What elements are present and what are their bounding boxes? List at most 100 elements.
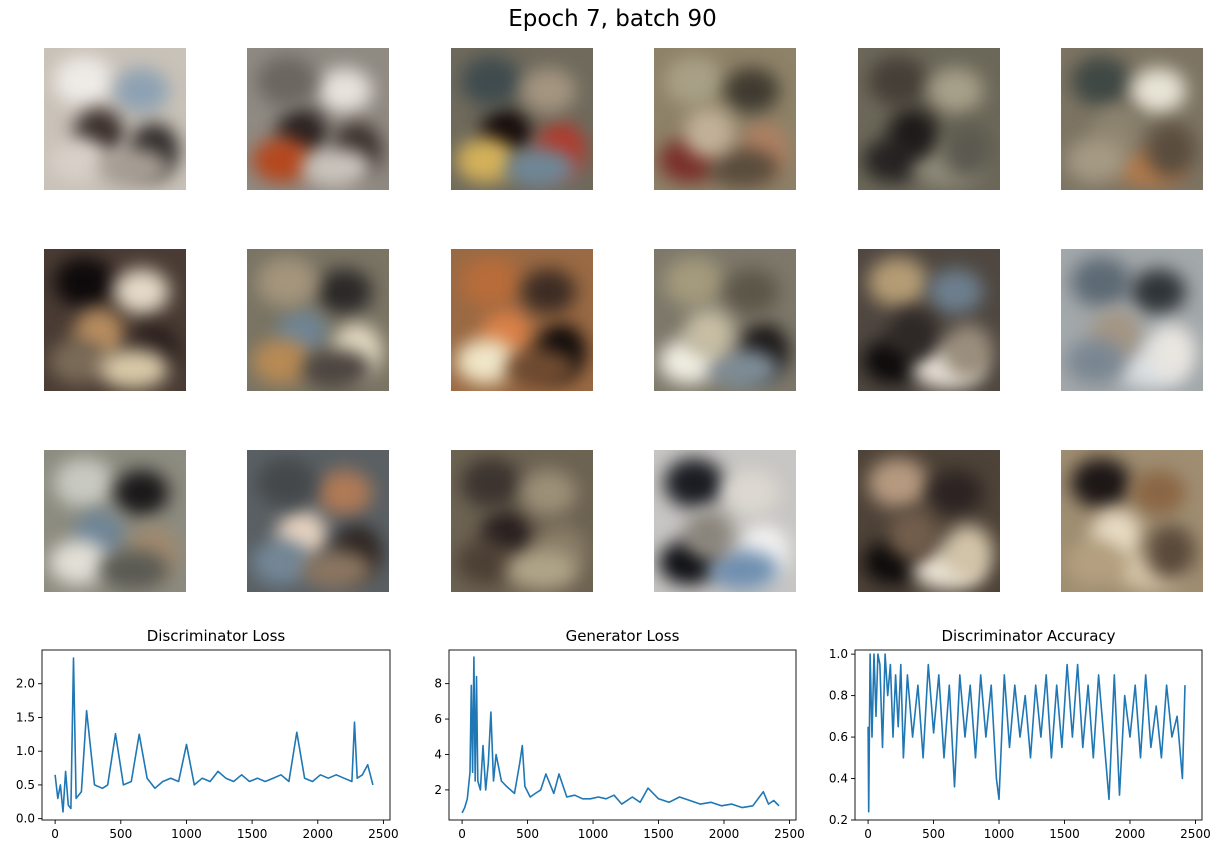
chart-title: Discriminator Loss	[147, 627, 286, 645]
sample-texture-blob	[49, 540, 109, 585]
sample-texture-blob	[943, 123, 993, 178]
series-line	[867, 653, 1186, 813]
sample-texture-blob	[1066, 339, 1126, 384]
sample-texture-blob	[1071, 458, 1131, 508]
sample-texture-blob	[724, 68, 779, 113]
sample-texture-blob	[506, 349, 576, 389]
sample-texture-blob	[868, 257, 928, 307]
generated-sample-image	[451, 249, 593, 391]
sample-texture-blob	[252, 540, 312, 585]
y-tick-label: 0.8	[829, 689, 848, 703]
chart-panel: Generator Loss 0 500 1000 1500 2000 2500 2 4 6 8	[434, 627, 804, 841]
y-tick-label: 0.4	[829, 772, 848, 786]
sample-texture-blob	[302, 148, 372, 188]
x-tick-label: 0	[864, 827, 872, 841]
x-tick-label: 500	[109, 827, 132, 841]
generated-sample-image	[654, 450, 796, 592]
sample-texture-blob	[684, 108, 734, 158]
generated-sample-image	[858, 249, 1000, 391]
sample-texture-blob	[461, 56, 521, 106]
chart-title: Generator Loss	[566, 627, 680, 645]
y-tick-label: 0.2	[829, 813, 848, 827]
y-tick-label: 0.0	[16, 812, 35, 826]
sample-texture-blob	[257, 458, 317, 508]
sample-texture-blob	[114, 269, 169, 314]
sample-texture-blob	[928, 269, 983, 314]
generated-sample-image	[247, 450, 389, 592]
x-tick-label: 1500	[643, 827, 674, 841]
y-tick-label: 4	[434, 747, 442, 761]
x-tick-label: 2500	[1180, 827, 1211, 841]
sample-texture-blob	[49, 339, 109, 384]
y-tick-label: 1.0	[829, 647, 848, 661]
sample-texture-blob	[1131, 269, 1186, 314]
x-tick-label: 1500	[1049, 827, 1080, 841]
sample-texture-blob	[521, 269, 576, 314]
sample-texture-blob	[1146, 123, 1196, 178]
sample-texture-blob	[724, 269, 779, 314]
sample-texture-blob	[257, 257, 317, 307]
plot-frame	[448, 649, 797, 821]
sample-texture-blob	[664, 257, 724, 307]
sample-texture-blob	[54, 257, 114, 307]
sample-texture-blob	[521, 68, 576, 113]
x-tick-label: 500	[922, 827, 945, 841]
x-tick-label: 1000	[171, 827, 202, 841]
x-tick-label: 1000	[984, 827, 1015, 841]
sample-texture-blob	[928, 470, 983, 515]
sample-texture-blob	[257, 56, 317, 106]
y-tick-label: 2.0	[16, 677, 35, 691]
sample-texture-blob	[99, 550, 169, 590]
chart-panel: Discriminator Loss 0 500 1000 1500 2000 2500 0.…	[16, 627, 399, 841]
sample-texture-blob	[664, 56, 724, 106]
sample-texture-blob	[114, 68, 169, 113]
x-tick-label: 0	[458, 827, 466, 841]
sample-texture-blob	[1071, 257, 1131, 307]
series-line	[54, 657, 374, 813]
sample-texture-blob	[54, 458, 114, 508]
generated-sample-image	[858, 48, 1000, 190]
generated-sample-image	[247, 48, 389, 190]
generated-sample-image	[1061, 249, 1203, 391]
sample-texture-blob	[1066, 138, 1126, 183]
y-tick-label: 6	[434, 712, 442, 726]
sample-texture-blob	[456, 339, 516, 384]
sample-texture-blob	[506, 148, 576, 188]
sample-texture-blob	[302, 550, 372, 590]
sample-texture-blob	[456, 138, 516, 183]
sample-texture-blob	[928, 68, 983, 113]
sample-texture-blob	[943, 525, 993, 580]
generated-sample-image	[451, 450, 593, 592]
sample-texture-blob	[456, 540, 516, 585]
generated-sample-image	[1061, 48, 1203, 190]
chart-title: Discriminator Accuracy	[941, 627, 1115, 645]
y-tick-label: 0.5	[16, 778, 35, 792]
x-tick-label: 2000	[1115, 827, 1146, 841]
sample-texture-blob	[317, 68, 372, 113]
sample-texture-blob	[684, 309, 734, 359]
sample-texture-blob	[317, 269, 372, 314]
generated-sample-image	[451, 48, 593, 190]
sample-texture-blob	[99, 148, 169, 188]
sample-texture-blob	[1146, 525, 1196, 580]
sample-texture-blob	[49, 138, 109, 183]
sample-texture-blob	[684, 510, 734, 560]
figure-title: Epoch 7, batch 90	[508, 6, 717, 32]
sample-texture-blob	[54, 56, 114, 106]
sample-texture-blob	[506, 550, 576, 590]
generated-sample-image	[44, 48, 186, 190]
y-tick-label: 2	[434, 783, 442, 797]
sample-texture-blob	[1131, 470, 1186, 515]
sample-texture-blob	[302, 349, 372, 389]
sample-texture-blob	[317, 470, 372, 515]
x-tick-label: 0	[51, 827, 59, 841]
y-tick-label: 8	[434, 677, 442, 691]
x-tick-label: 1000	[578, 827, 609, 841]
sample-texture-blob	[461, 458, 521, 508]
y-tick-label: 1.5	[16, 710, 35, 724]
sample-texture-blob	[888, 510, 938, 560]
x-tick-label: 1500	[237, 827, 268, 841]
series-line	[461, 656, 780, 814]
generated-sample-image	[1061, 450, 1203, 592]
